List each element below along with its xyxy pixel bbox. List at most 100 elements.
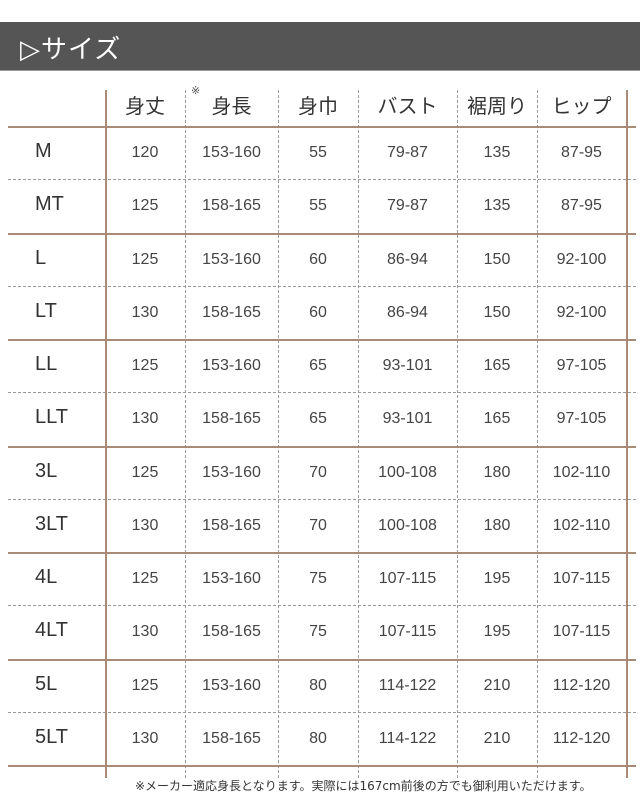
size-label: M — [35, 140, 52, 162]
row-rule — [8, 445, 636, 448]
column-header: 身丈 — [125, 94, 165, 118]
row-divider — [8, 285, 636, 287]
table-cell: 153-160 — [202, 250, 261, 268]
table-cell: 125 — [131, 357, 159, 374]
table-cell: 65 — [309, 357, 327, 374]
row-rule — [8, 658, 636, 661]
row-rule — [8, 552, 636, 554]
table-cell: 60 — [309, 250, 327, 268]
size-label: 4LT — [35, 619, 68, 642]
column-header: 身巾 — [298, 94, 338, 118]
row-divider — [8, 498, 636, 500]
table-cell: 135 — [483, 144, 511, 161]
table-cell: 97-105 — [556, 410, 607, 428]
column-divider — [358, 90, 359, 778]
row-rule — [8, 765, 636, 767]
table-cell: 80 — [309, 729, 327, 747]
column-header: 裾周り — [467, 94, 527, 118]
table-cell: 153-160 — [202, 570, 261, 587]
table-cell: 86-94 — [387, 303, 428, 321]
table-cell: 130 — [131, 516, 159, 534]
table-cell: 158-165 — [202, 516, 261, 534]
table-cell: 65 — [309, 410, 327, 428]
table-cell: 195 — [483, 570, 511, 587]
table-cell: 70 — [309, 463, 327, 481]
size-label: L — [35, 246, 47, 269]
column-header: 身長 — [211, 94, 252, 118]
table-cell: 75 — [309, 623, 327, 641]
header-note-mark: ※ — [191, 84, 201, 97]
table-cell: 158-165 — [202, 729, 261, 747]
size-label: MT — [35, 193, 64, 216]
table-cell: 114-122 — [378, 676, 437, 694]
table-cell: 114-122 — [378, 729, 437, 747]
table-cell: 130 — [131, 410, 159, 428]
table-cell: 107-115 — [378, 570, 437, 587]
table-cell: 55 — [309, 144, 327, 161]
table-cell: 87-95 — [561, 197, 602, 215]
table-cell: 92-100 — [556, 250, 607, 268]
table-cell: 180 — [483, 516, 511, 534]
column-divider — [537, 90, 538, 778]
table-cell: 158-165 — [202, 623, 261, 641]
table-cell: 112-120 — [552, 676, 611, 694]
size-label: 5LT — [35, 725, 68, 748]
table-cell: 125 — [131, 197, 159, 215]
table-cell: 55 — [309, 197, 327, 215]
table-cell: 130 — [131, 729, 159, 747]
row-rule — [8, 232, 636, 235]
column-header: ヒップ — [551, 94, 612, 118]
table-cell: 60 — [309, 303, 327, 321]
table-cell: 135 — [483, 197, 511, 215]
table-cell: 153-160 — [202, 676, 261, 694]
size-label: 5L — [35, 672, 58, 695]
table-cell: 158-165 — [202, 197, 261, 215]
table-cell: 92-100 — [556, 303, 607, 321]
table-cell: 153-160 — [202, 357, 261, 374]
row-divider — [8, 179, 636, 181]
column-divider — [457, 90, 458, 778]
row-rule — [8, 339, 636, 341]
footnote: ※メーカー適応身長となります。実際には167cm前後の方でも御利用いただけます。 — [135, 779, 592, 793]
table-cell: 158-165 — [202, 303, 261, 321]
table-cell: 79-87 — [387, 197, 428, 215]
size-label: 3LT — [35, 512, 68, 535]
table-cell: 102-110 — [552, 463, 611, 481]
column-divider — [278, 90, 279, 778]
table-cell: 70 — [309, 516, 327, 534]
table-cell: 125 — [131, 463, 159, 481]
row-divider — [8, 605, 636, 607]
table-cell: 86-94 — [387, 250, 428, 268]
table-cell: 79-87 — [387, 144, 428, 161]
table-cell: 195 — [483, 623, 511, 641]
column-divider — [185, 90, 186, 778]
table-cell: 130 — [131, 623, 159, 641]
table-cell: 153-160 — [202, 144, 261, 161]
table-cell: 97-105 — [556, 357, 607, 374]
table-cell: 107-115 — [378, 623, 437, 641]
column-header: バスト — [377, 94, 438, 118]
table-cell: 75 — [309, 570, 327, 587]
table-cell: 158-165 — [202, 410, 261, 428]
table-cell: 120 — [131, 144, 159, 161]
size-label: 4L — [35, 566, 58, 588]
size-label: LL — [35, 353, 58, 375]
size-label: LT — [35, 299, 57, 322]
table-cell: 180 — [483, 463, 511, 481]
table-cell: 107-115 — [552, 570, 611, 587]
section-title: ▷サイズ — [20, 35, 122, 65]
table-cell: 100-108 — [378, 463, 437, 481]
row-divider — [8, 392, 636, 394]
table-cell: 125 — [131, 250, 159, 268]
table-cell: 125 — [131, 570, 159, 587]
size-label: LLT — [35, 406, 68, 429]
table-cell: 150 — [483, 303, 511, 321]
table-cell: 210 — [483, 729, 511, 747]
table-cell: 102-110 — [552, 516, 611, 534]
table-cell: 165 — [483, 410, 511, 428]
table-cell: 210 — [483, 676, 511, 694]
size-label: 3L — [35, 459, 58, 482]
column-rule — [626, 90, 628, 778]
column-rule — [105, 90, 107, 778]
table-cell: 112-120 — [552, 729, 611, 747]
